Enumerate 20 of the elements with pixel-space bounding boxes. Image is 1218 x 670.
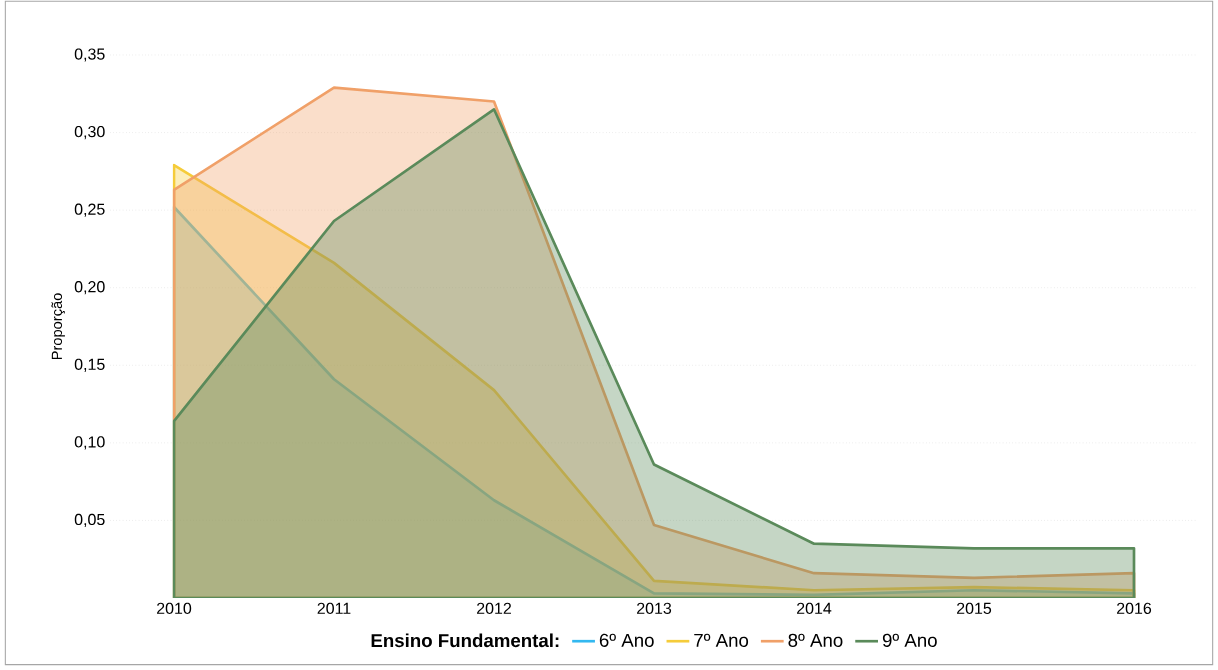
y-tick-label: 0,05 [74,513,105,528]
x-tick-label: 2011 [317,602,351,615]
y-axis-title: Proporção [51,293,66,360]
x-tick-label: 2015 [957,602,992,615]
x-tick-label: 2013 [637,602,672,615]
x-tick-label: 2014 [797,602,832,615]
y-tick-label: 0,15 [74,358,105,372]
legend-label: 9º Ano [882,633,937,647]
legend-label: 7º Ano [694,633,749,647]
x-tick-label: 2016 [1117,602,1152,615]
x-tick-label: 2010 [157,602,192,615]
y-tick-label: 0,35 [74,48,105,62]
y-tick-label: 0,30 [74,125,105,140]
y-tick-label: 0,20 [74,281,105,295]
y-tick-label: 0,25 [74,203,105,217]
y-tick-label: 0,10 [74,436,105,450]
legend-label: 8º Ano [788,633,843,647]
legend-title: Ensino Fundamental: [371,633,559,648]
x-tick-label: 2012 [477,602,511,615]
legend-label: 6º Ano [599,633,654,647]
